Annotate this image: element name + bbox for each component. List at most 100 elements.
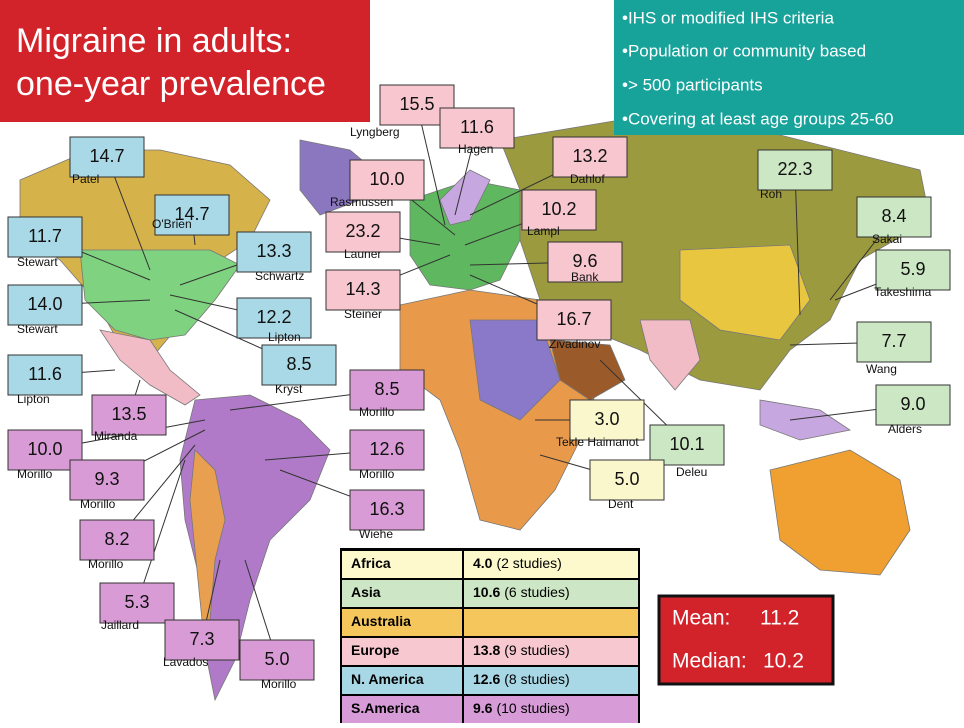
study-author: Dahlof	[570, 172, 605, 186]
table-cell	[342, 638, 462, 665]
prevalence-value: 10.0	[369, 169, 404, 189]
prevalence-value: 15.5	[399, 94, 434, 114]
region-name: N. America	[351, 671, 424, 687]
study-author: Alders	[888, 422, 922, 436]
prevalence-value: 7.3	[189, 629, 214, 649]
prevalence-value: 12.6	[369, 439, 404, 459]
usa	[79, 249, 241, 341]
callout-box	[239, 639, 315, 681]
prevalence-value: 16.3	[369, 499, 404, 519]
callout-box	[875, 249, 951, 291]
region-name: Africa	[351, 555, 391, 571]
callout-box	[154, 194, 230, 236]
prevalence-value: 16.7	[556, 309, 591, 329]
criteria-item: •> 500 participants	[622, 75, 763, 94]
callout-box	[875, 384, 951, 426]
study-author: Schwartz	[255, 269, 304, 283]
table-cell	[342, 667, 462, 694]
mean-label: Mean:	[672, 607, 730, 630]
table-cell	[464, 580, 638, 607]
prevalence-value: 10.2	[541, 199, 576, 219]
table-cell	[464, 696, 638, 723]
prevalence-value: 9.3	[94, 469, 119, 489]
callouts: 14.7Patel14.7O'Brien11.7Stewart13.3Schwa…	[7, 84, 951, 691]
prevalence-value: 13.3	[256, 241, 291, 261]
prevalence-value: 3.0	[594, 409, 619, 429]
region-mean: 9.6	[473, 700, 493, 716]
prevalence-value: 8.4	[881, 206, 906, 226]
prevalence-value: 11.6	[460, 117, 494, 137]
summary-table: Africa 4.0 (2 studies) Asia 10.6 (6 studies) A…	[340, 548, 640, 726]
study-author: Morillo	[261, 677, 297, 691]
callout-box	[521, 189, 597, 231]
study-author: Morillo	[88, 557, 124, 571]
study-author: Lipton	[268, 330, 301, 344]
study-author: Lipton	[17, 392, 50, 406]
study-author: Launer	[344, 247, 381, 261]
study-author: Wiehe	[359, 527, 393, 541]
title-line: Migraine in adults:	[16, 22, 292, 60]
criteria-box	[614, 0, 964, 135]
prevalence-value: 5.9	[900, 259, 925, 279]
callout-box	[569, 399, 645, 441]
study-author: Lyngberg	[350, 125, 400, 139]
study-author: Patel	[72, 172, 99, 186]
callout-box	[69, 459, 145, 501]
callout-box	[79, 519, 155, 561]
table-cell	[342, 551, 462, 578]
callout-box	[236, 231, 312, 273]
leader-line	[136, 459, 186, 604]
callout-box	[349, 489, 425, 531]
study-author: Bank	[571, 270, 599, 284]
study-author: Lampl	[527, 224, 560, 238]
study-author: O'Brien	[152, 217, 192, 231]
china	[679, 244, 811, 341]
mean-value: 11.2	[760, 607, 799, 630]
callout-box	[261, 344, 337, 386]
region-name: Australia	[351, 613, 411, 629]
prevalence-value: 14.3	[345, 279, 380, 299]
callout-box	[7, 284, 83, 326]
region-mean: 12.6	[473, 671, 500, 687]
study-author: Morillo	[80, 497, 116, 511]
prevalence-value: 8.2	[104, 529, 129, 549]
region-mean: 10.6	[473, 584, 500, 600]
study-author: Tekle Haimanot	[556, 435, 639, 449]
study-author: Stewart	[17, 322, 58, 336]
callout-box	[7, 216, 83, 258]
prevalence-value: 13.2	[572, 146, 607, 166]
callout-box	[236, 297, 312, 339]
study-author: Sakai	[872, 232, 902, 246]
study-author: Stewart	[17, 255, 58, 269]
study-count: (8 studies)	[504, 671, 569, 687]
prevalence-value: 23.2	[345, 221, 380, 241]
study-count: (2 studies)	[496, 555, 561, 571]
callout-box	[349, 369, 425, 411]
callout-box	[536, 299, 612, 341]
callout-box	[649, 424, 725, 466]
study-author: Dent	[608, 497, 634, 511]
prevalence-value: 7.7	[881, 331, 906, 351]
study-author: Takeshima	[874, 285, 932, 299]
leader-line	[794, 169, 801, 316]
africa-central	[469, 319, 561, 421]
region-name: Europe	[351, 642, 399, 658]
study-author: Morillo	[17, 467, 53, 481]
callout-box	[325, 269, 401, 311]
prevalence-value: 10.1	[669, 434, 704, 454]
callout-box	[349, 159, 425, 201]
prevalence-value: 8.5	[286, 354, 311, 374]
region-name: S.America	[351, 700, 420, 716]
study-author: Kryst	[275, 382, 303, 396]
india	[639, 319, 701, 391]
callout-box	[757, 149, 833, 191]
table-cell	[464, 609, 638, 636]
study-author: Roh	[760, 187, 782, 201]
callout-box	[91, 394, 167, 436]
callout-box	[856, 321, 932, 363]
callout-box	[856, 196, 932, 238]
indonesia	[759, 399, 852, 441]
criteria-item: •Population or community based	[622, 41, 866, 60]
callout-box	[349, 429, 425, 471]
